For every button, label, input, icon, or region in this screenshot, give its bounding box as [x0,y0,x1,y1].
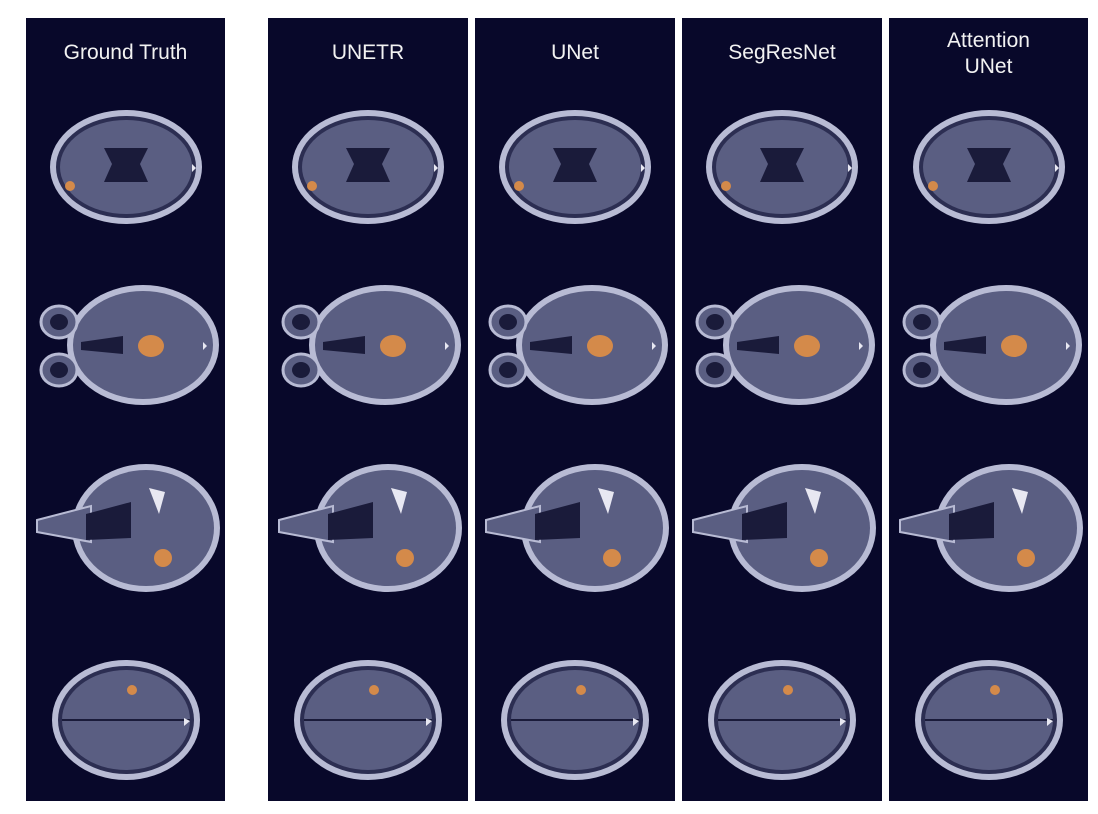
column-title: Ground Truth [63,41,188,64]
mri-slice-3 [273,458,463,598]
mri-slice-1 [495,106,655,228]
column-title: SegResNet [728,41,836,64]
panel-unetr: UNETR [268,18,468,801]
mri-slice-1 [702,106,862,228]
column-title: UNETR [331,41,405,64]
mri-slice-2 [31,280,221,410]
mri-slice-1 [46,106,206,228]
panel-unet: UNet [475,18,675,801]
panel-attention-unet: Attention UNet [889,18,1088,801]
mri-slice-1 [288,106,448,228]
column-title: UNet [551,41,599,64]
mri-slice-4 [497,656,653,784]
mri-slice-2 [687,280,877,410]
mri-slice-4 [704,656,860,784]
mri-slice-4 [911,656,1067,784]
mri-slice-3 [687,458,877,598]
mri-slice-4 [48,656,204,784]
mri-slice-2 [894,280,1084,410]
mri-slice-4 [290,656,446,784]
column-title: Attention UNet [947,29,1030,78]
panel-segresnet: SegResNet [682,18,882,801]
mri-slice-1 [909,106,1069,228]
mri-slice-3 [894,458,1084,598]
mri-slice-2 [273,280,463,410]
panel-ground-truth: Ground Truth [26,18,225,801]
mri-slice-3 [480,458,670,598]
mri-slice-2 [480,280,670,410]
mri-slice-3 [31,458,221,598]
